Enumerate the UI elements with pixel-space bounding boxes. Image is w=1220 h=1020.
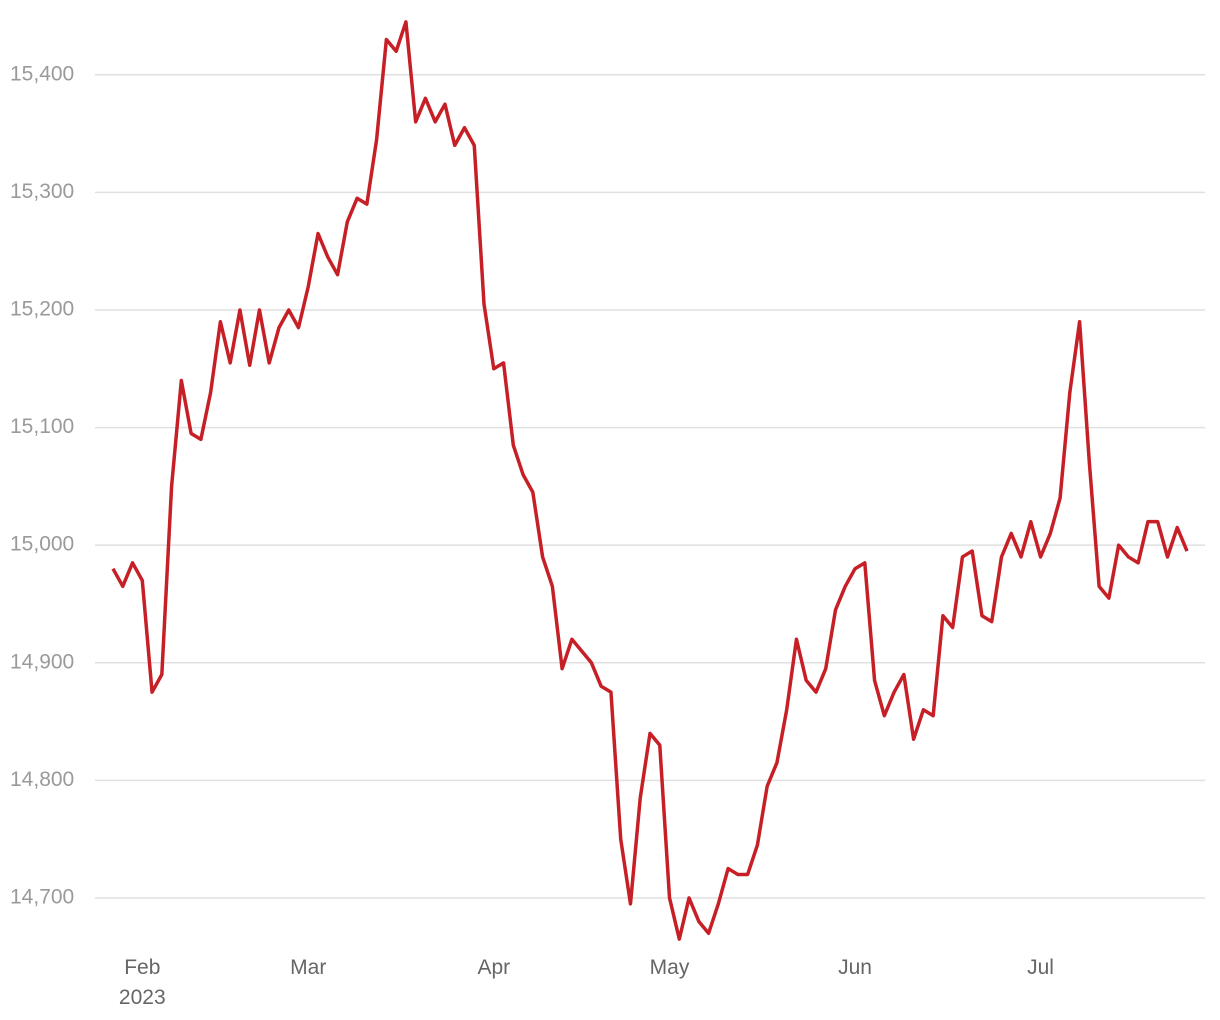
y-tick-label: 15,100 [10,415,74,438]
y-tick-label: 15,400 [10,62,74,85]
line [111,20,1189,941]
y-tick-label: 15,200 [10,298,74,321]
y-tick-label: 14,800 [10,768,74,791]
y-tick-label: 14,900 [10,650,74,673]
y-tick-label: 15,300 [10,180,74,203]
x-tick-label: May [649,956,690,979]
y-tick-label: 14,700 [10,886,74,909]
y-tick-label: 15,000 [10,533,74,556]
x-tick-label: Jun [838,956,872,979]
x-tick-label: Mar [290,956,327,979]
x-tick-label: Jul [1027,956,1054,979]
x-tick-label: Apr [477,956,511,979]
x-tick-label: Feb 2023 [118,956,166,1009]
